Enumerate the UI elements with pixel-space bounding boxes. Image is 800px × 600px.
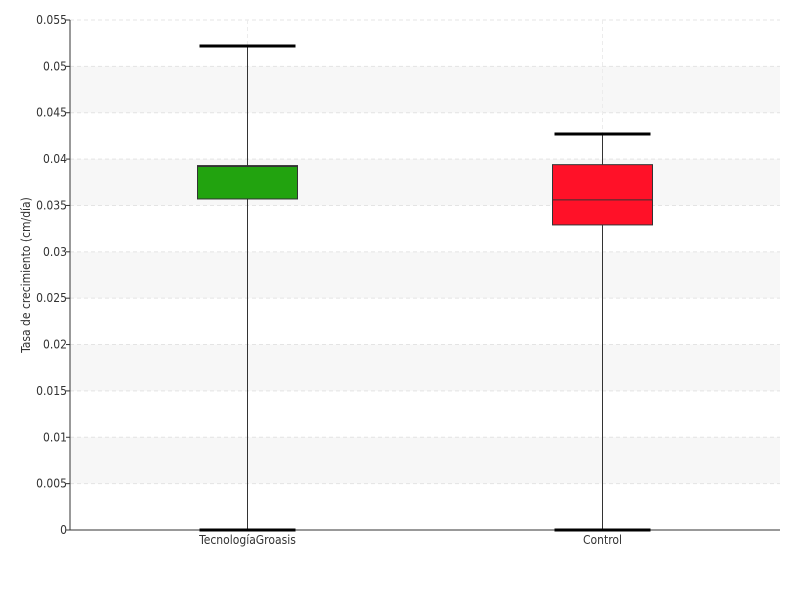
x-category-label: Control	[583, 533, 622, 547]
axes	[69, 20, 780, 531]
y-tick-label: 0	[60, 523, 67, 537]
y-tick-label: 0.005	[36, 477, 67, 491]
background-band	[70, 159, 780, 206]
y-tick-label: 0.035	[36, 198, 67, 212]
y-tick-label: 0.03	[43, 245, 67, 259]
background-band	[70, 437, 780, 484]
y-tick-label: 0.055	[36, 13, 67, 27]
y-tick-label: 0.045	[36, 106, 67, 120]
x-labels: TecnologíaGroasis Control	[198, 533, 622, 547]
y-tick-label: 0.025	[36, 291, 67, 305]
box	[197, 165, 298, 200]
y-tick-label: 0.015	[36, 384, 67, 398]
background-bands	[70, 66, 780, 484]
background-band	[70, 66, 780, 113]
x-category-label: TecnologíaGroasis	[198, 533, 296, 547]
y-tick-label: 0.01	[43, 430, 67, 444]
background-band	[70, 251, 780, 299]
gridlines	[70, 19, 780, 530]
box	[552, 164, 653, 226]
y-axis-title: Tasa de crecimiento (cm/día)	[19, 197, 33, 354]
y-tick-label: 0.04	[43, 152, 67, 166]
background-band	[70, 344, 780, 391]
y-tick-label: 0.02	[43, 338, 67, 352]
boxes	[197, 44, 653, 532]
y-tick-label: 0.05	[43, 59, 67, 73]
y-ticks: 0 0.005 0.01 0.015 0.02 0.025 0.03 0.035 0.04 0.0…	[36, 13, 70, 537]
